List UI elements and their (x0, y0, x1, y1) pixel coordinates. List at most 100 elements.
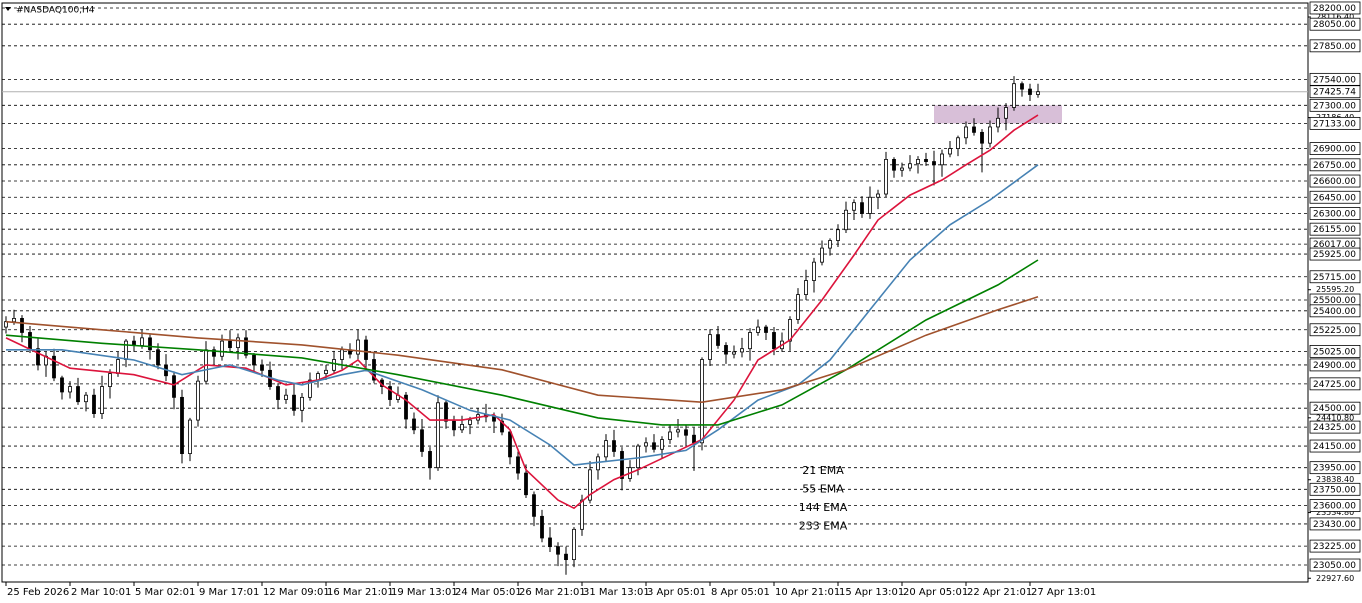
candle-body (412, 418, 416, 431)
candle-body (916, 159, 920, 165)
level-label: 23750.00 (1313, 485, 1356, 495)
level-label: 25025.00 (1313, 347, 1356, 357)
candle-body (292, 394, 296, 411)
x-tick-label: 5 Mar 02:01 (135, 587, 195, 598)
level-label: 23430.00 (1313, 520, 1356, 530)
candle-body (588, 469, 592, 501)
candle-body (100, 386, 104, 414)
level-box (1309, 499, 1361, 512)
candle-body (148, 337, 152, 351)
level-box (1309, 323, 1361, 337)
candle-body (84, 394, 88, 403)
candle-body (612, 440, 616, 452)
candle-body (604, 440, 608, 458)
level-label: 26900.00 (1313, 145, 1356, 155)
candle-body (884, 159, 888, 195)
candle-body (244, 337, 248, 356)
level-label: 24150.00 (1313, 442, 1356, 452)
candle-body (20, 318, 24, 333)
candle-body (404, 394, 408, 420)
level-label: 28200.00 (1313, 4, 1356, 14)
candle-body (324, 369, 328, 374)
candle-body (364, 339, 368, 360)
candle-body (764, 326, 768, 333)
level-label: 25225.00 (1313, 326, 1356, 336)
candle-body (300, 396, 304, 411)
candle-body (60, 377, 64, 393)
level-box (1309, 358, 1361, 372)
level-box (1309, 539, 1361, 553)
candle-body (924, 159, 928, 162)
candle-body (596, 456, 600, 471)
candle-body (276, 386, 280, 400)
candle-body (828, 240, 832, 249)
candle-body (36, 348, 40, 366)
level-label: 27300.00 (1313, 101, 1356, 111)
candle-body (676, 429, 680, 433)
x-tick-label: 12 Mar 09:01 (263, 587, 330, 598)
level-box (1309, 17, 1361, 31)
candle-body (140, 337, 144, 346)
y-tick-label: 24410.80 (1316, 413, 1354, 422)
x-tick-label: 31 Mar 13:01 (583, 587, 650, 598)
level-box (1309, 420, 1361, 434)
level-box (1309, 558, 1361, 572)
candle-body (196, 380, 200, 421)
candle-body (532, 494, 536, 517)
y-tick-label: 22927.60 (1316, 574, 1354, 583)
level-box (1309, 517, 1361, 531)
candle-body (868, 196, 872, 214)
legend-entry: 21 EMA (802, 464, 844, 477)
level-label: 24500.00 (1313, 404, 1356, 414)
level-box (1309, 207, 1361, 220)
candle-body (180, 396, 184, 455)
candle-body (580, 499, 584, 530)
level-box (1309, 1, 1361, 15)
candle-body (788, 319, 792, 342)
candle-body (76, 386, 80, 403)
level-label: 26300.00 (1313, 209, 1356, 219)
candle-body (332, 359, 336, 371)
candle-body (92, 394, 96, 414)
candle-body (892, 159, 896, 171)
candle-body (740, 348, 744, 353)
level-label: 26750.00 (1313, 161, 1356, 171)
candle-body (876, 193, 880, 198)
candle-body (660, 439, 664, 450)
candle-body (108, 373, 112, 387)
level-label: 26600.00 (1313, 177, 1356, 187)
candle-body (668, 431, 672, 440)
candle-body (748, 332, 752, 350)
candle-body (4, 321, 8, 328)
level-label: 25715.00 (1313, 273, 1356, 283)
candle-body (644, 442, 648, 447)
candle-body (772, 332, 776, 350)
candle-body (516, 456, 520, 474)
candle-body (732, 351, 736, 355)
ema-line (5, 114, 1039, 510)
level-box (1309, 174, 1361, 188)
ema-line (5, 296, 1039, 404)
level-label: 23225.00 (1313, 542, 1356, 552)
candle-body (1036, 91, 1040, 95)
candle-body (356, 339, 360, 355)
candle-body (964, 126, 968, 139)
candle-body (948, 148, 952, 155)
level-box (1309, 461, 1361, 475)
x-tick-label: 22 Apr 21:01 (967, 587, 1032, 598)
level-box (1309, 247, 1361, 261)
x-tick-label: 15 Apr 13:01 (839, 587, 904, 598)
candle-body (492, 416, 496, 422)
candle-body (228, 340, 232, 349)
candle-body (692, 434, 696, 444)
candle-body (52, 355, 56, 379)
candle-body (460, 424, 464, 431)
x-tick-label: 8 Apr 05:01 (711, 587, 770, 598)
candle-body (684, 429, 688, 436)
candle-body (756, 326, 760, 333)
x-tick-label: 10 Apr 21:01 (775, 587, 840, 598)
candle-body (1028, 88, 1032, 95)
level-label: 28050.00 (1313, 20, 1356, 30)
candle-body (708, 334, 712, 360)
level-label: 23600.00 (1313, 502, 1356, 512)
